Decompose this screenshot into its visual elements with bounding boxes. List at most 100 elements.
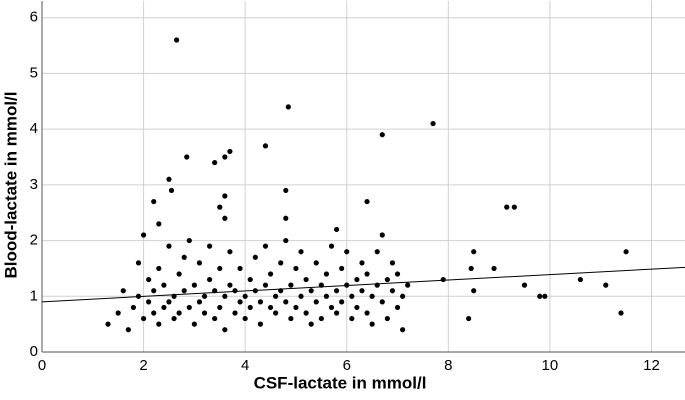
data-point	[212, 159, 218, 166]
data-point	[232, 310, 238, 316]
data-point	[217, 204, 223, 210]
data-point	[196, 299, 203, 305]
data-point	[318, 315, 324, 322]
data-point	[120, 288, 126, 294]
data-point	[212, 315, 218, 322]
data-point	[227, 282, 233, 288]
data-point	[140, 315, 147, 322]
data-point	[257, 299, 263, 305]
data-point	[369, 293, 375, 299]
data-point	[171, 315, 177, 322]
data-point	[146, 299, 152, 305]
data-point	[298, 249, 304, 255]
x-tick-label: 8	[444, 357, 452, 374]
data-point	[222, 293, 228, 299]
data-point	[511, 204, 517, 210]
data-point	[405, 282, 411, 288]
data-point	[577, 276, 583, 283]
data-point	[140, 232, 147, 238]
data-point	[156, 265, 162, 272]
data-point	[303, 310, 309, 316]
y-tick-label: 1	[30, 287, 38, 304]
data-point	[242, 315, 248, 322]
data-point	[242, 293, 248, 299]
data-point	[333, 226, 340, 233]
data-point	[359, 260, 365, 266]
data-point	[354, 304, 360, 311]
data-point	[146, 276, 152, 283]
data-point	[151, 288, 157, 294]
y-tick-label: 2	[30, 232, 38, 249]
data-point	[285, 104, 291, 110]
data-point	[313, 260, 319, 266]
data-point	[166, 243, 172, 249]
data-point	[369, 321, 375, 327]
data-point	[227, 249, 233, 255]
data-point	[618, 310, 624, 316]
data-point	[384, 315, 390, 322]
x-tick-label: 6	[343, 357, 351, 374]
data-point	[491, 265, 497, 272]
data-point	[323, 293, 330, 299]
data-point	[308, 321, 314, 327]
data-point	[430, 120, 436, 127]
data-point	[267, 304, 274, 311]
data-point	[354, 276, 360, 283]
data-point	[181, 288, 187, 294]
y-tick-label: 3	[30, 176, 38, 193]
data-point	[328, 304, 335, 311]
data-point	[328, 243, 335, 249]
data-point	[379, 232, 385, 238]
data-point	[247, 276, 253, 283]
data-point	[161, 304, 167, 311]
x-axis-title: CSF-lactate in mmol/l	[254, 373, 427, 392]
data-point	[135, 260, 142, 266]
data-point	[156, 321, 162, 327]
y-axis-title: Blood-lactate in mmol/l	[1, 91, 20, 278]
x-tick-label: 0	[38, 357, 46, 374]
data-point	[105, 321, 111, 327]
data-point	[303, 276, 309, 283]
data-point	[364, 310, 370, 316]
data-point	[273, 293, 279, 299]
data-point	[323, 271, 330, 277]
data-point	[227, 148, 233, 155]
x-tick-label: 4	[241, 357, 249, 374]
data-point	[247, 304, 253, 311]
data-point	[466, 315, 472, 322]
y-tick-label: 0	[30, 343, 38, 360]
trend-line	[41, 266, 685, 303]
data-point	[333, 288, 340, 294]
data-point	[207, 243, 213, 249]
data-point	[400, 293, 406, 299]
data-point	[166, 299, 172, 305]
data-point	[440, 276, 446, 283]
data-point	[293, 304, 299, 311]
data-point	[262, 243, 269, 249]
data-point	[308, 288, 314, 294]
data-point	[262, 282, 269, 288]
data-point	[283, 237, 289, 244]
data-point	[521, 282, 528, 288]
y-tick-label: 4	[30, 120, 38, 137]
data-point	[262, 143, 269, 149]
data-point	[384, 276, 390, 283]
data-point	[115, 310, 121, 316]
data-point	[125, 327, 131, 333]
data-point	[278, 260, 284, 266]
data-point	[176, 271, 182, 277]
data-point	[191, 282, 197, 288]
data-point	[237, 299, 243, 305]
data-point	[623, 249, 629, 255]
data-point	[542, 293, 548, 299]
data-point	[191, 321, 197, 327]
data-point	[161, 282, 167, 288]
data-point	[298, 293, 304, 299]
y-tick-label: 6	[30, 9, 38, 26]
data-point	[217, 265, 223, 272]
data-point	[364, 271, 370, 277]
data-point	[349, 315, 355, 322]
data-point	[156, 221, 162, 227]
data-point	[201, 310, 208, 316]
